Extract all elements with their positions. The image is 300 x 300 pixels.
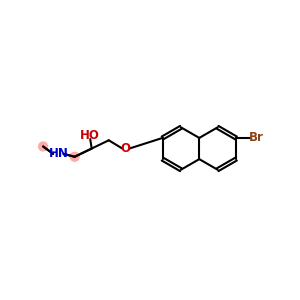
Text: O: O (121, 142, 131, 155)
Circle shape (70, 152, 80, 162)
Text: Br: Br (249, 131, 263, 144)
Circle shape (38, 141, 48, 152)
Text: HN: HN (49, 147, 68, 160)
Text: HO: HO (80, 129, 100, 142)
